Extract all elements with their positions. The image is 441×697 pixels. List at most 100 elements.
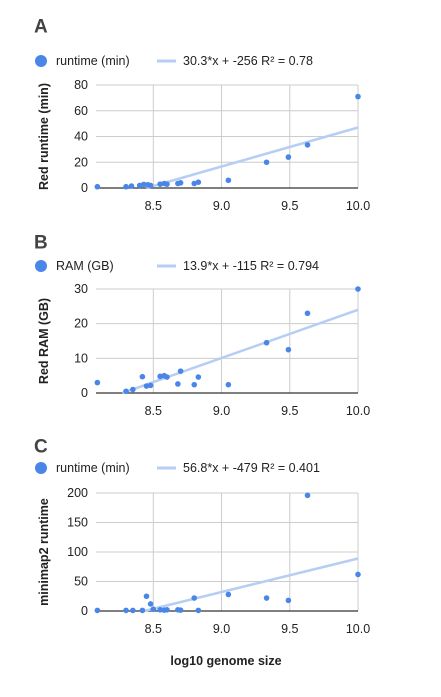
x-tick-label: 9.0 xyxy=(213,404,230,418)
data-points xyxy=(94,93,361,190)
data-point xyxy=(304,142,311,148)
legend: runtime (min) 30.3*x + -256 R² = 0.78 xyxy=(35,54,313,68)
data-point xyxy=(355,93,361,100)
data-point xyxy=(225,177,232,184)
x-tick-label: 8.5 xyxy=(145,622,162,636)
x-tick-label: 9.0 xyxy=(213,199,230,213)
panel-label: B xyxy=(34,233,48,254)
legend: RAM (GB) 13.9*x + -115 R² = 0.794 xyxy=(35,259,319,273)
data-point xyxy=(157,607,163,613)
x-axis-label: log10 genome size xyxy=(170,654,281,668)
y-tick-label: 80 xyxy=(74,78,88,92)
x-tick-label: 8.5 xyxy=(145,404,162,418)
y-tick-label: 200 xyxy=(67,486,88,500)
data-point xyxy=(225,381,232,388)
x-tick-label: 9.5 xyxy=(281,199,298,213)
data-point xyxy=(164,374,170,380)
legend-label-trendline: 56.8*x + -479 R² = 0.401 xyxy=(183,461,320,475)
data-point xyxy=(225,591,232,598)
data-point xyxy=(355,571,361,578)
trendline xyxy=(143,557,359,613)
data-point xyxy=(143,593,150,600)
data-point xyxy=(123,183,129,190)
panel-label: A xyxy=(34,17,48,38)
y-tick-label: 0 xyxy=(81,181,88,195)
data-point xyxy=(130,386,136,393)
y-tick-label: 100 xyxy=(67,545,88,559)
panel-label: C xyxy=(34,437,48,458)
data-point xyxy=(263,339,270,346)
data-point xyxy=(191,381,198,388)
data-point xyxy=(285,154,292,160)
data-point xyxy=(150,606,157,613)
gridlines xyxy=(96,84,359,189)
data-point xyxy=(195,374,202,380)
y-tick-label: 50 xyxy=(74,575,88,589)
x-tick-label: 9.5 xyxy=(281,622,298,636)
x-tick-label: 10.0 xyxy=(346,404,370,418)
legend-dot-icon xyxy=(35,462,47,474)
data-point xyxy=(164,181,170,187)
data-point xyxy=(195,607,202,614)
data-point xyxy=(140,181,147,188)
gridlines xyxy=(96,288,359,394)
y-tick-label: 20 xyxy=(74,317,88,331)
y-tick-label: 150 xyxy=(67,516,88,530)
legend-label-series: RAM (GB) xyxy=(56,259,114,273)
data-point xyxy=(130,607,136,614)
data-point xyxy=(123,388,129,395)
data-point xyxy=(147,382,154,389)
legend: runtime (min) 56.8*x + -479 R² = 0.401 xyxy=(35,461,320,475)
legend-label-trendline: 13.9*x + -115 R² = 0.794 xyxy=(183,259,319,273)
legend-dot-icon xyxy=(35,55,47,67)
trendline xyxy=(145,126,359,190)
data-points xyxy=(94,286,361,395)
legend-label-trendline: 30.3*x + -256 R² = 0.78 xyxy=(183,54,313,68)
y-axis-label: minimap2 runtime xyxy=(37,498,51,606)
y-axis-label: Red runtime (min) xyxy=(37,83,51,190)
data-point xyxy=(195,179,202,186)
x-tick-label: 8.5 xyxy=(145,199,162,213)
data-point xyxy=(177,180,184,186)
trendline xyxy=(121,308,359,395)
data-point xyxy=(285,346,292,353)
y-tick-label: 0 xyxy=(81,604,88,618)
data-point xyxy=(355,286,361,292)
x-tick-label: 9.0 xyxy=(213,622,230,636)
data-point xyxy=(94,183,101,190)
data-point xyxy=(147,601,154,607)
data-point xyxy=(177,607,184,613)
data-point xyxy=(123,607,129,614)
x-tick-label: 9.5 xyxy=(281,404,298,418)
data-point xyxy=(139,373,146,380)
data-point xyxy=(263,159,270,166)
data-point xyxy=(128,183,135,189)
chart-panel-b: B RAM (GB) 13.9*x + -115 R² = 0.794 0 10 20 30… xyxy=(34,233,370,419)
data-point xyxy=(147,182,154,189)
legend-label-series: runtime (min) xyxy=(56,54,130,68)
data-points xyxy=(94,492,361,614)
y-tick-label: 40 xyxy=(74,130,88,144)
data-point xyxy=(164,607,170,613)
data-point xyxy=(175,381,181,387)
data-point xyxy=(94,607,101,614)
data-point xyxy=(285,597,292,604)
legend-label-series: runtime (min) xyxy=(56,461,130,475)
y-tick-label: 60 xyxy=(74,104,88,118)
x-tick-label: 10.0 xyxy=(346,622,370,636)
data-point xyxy=(304,492,311,499)
x-tick-label: 10.0 xyxy=(346,199,370,213)
y-tick-label: 30 xyxy=(74,282,88,296)
data-point xyxy=(191,595,198,601)
legend-dot-icon xyxy=(35,260,47,272)
y-axis-label: Red RAM (GB) xyxy=(37,298,51,384)
y-tick-label: 20 xyxy=(74,155,88,169)
data-point xyxy=(177,368,184,374)
data-point xyxy=(304,310,311,317)
data-point xyxy=(139,607,146,614)
data-point xyxy=(94,379,101,386)
y-tick-label: 0 xyxy=(81,386,88,400)
